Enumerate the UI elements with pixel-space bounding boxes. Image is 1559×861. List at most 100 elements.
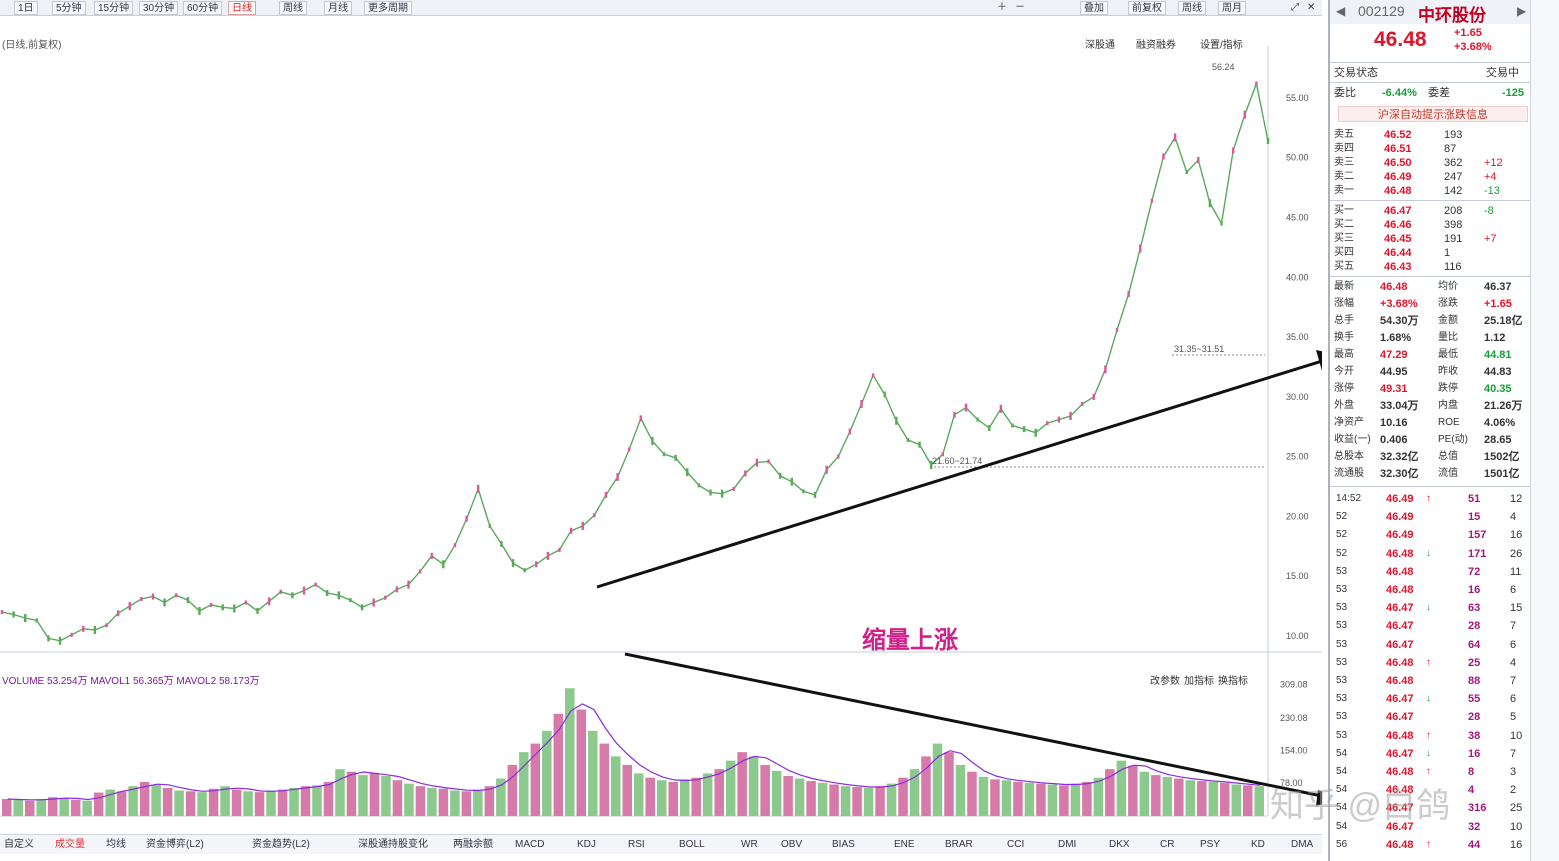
tick-count: 12 [1510, 493, 1523, 505]
stat-label: 净资产 [1334, 417, 1364, 428]
period-daily-button[interactable]: 日线 [228, 1, 256, 15]
bid-label: 买五 [1334, 261, 1354, 272]
stat-label: 流通股 [1334, 468, 1364, 479]
volume-bar [1116, 760, 1127, 816]
indicator-tab[interactable]: BRAR [945, 839, 973, 850]
price-candle [813, 491, 817, 498]
high-price-label: 56.24 [1212, 62, 1235, 72]
close-icon[interactable]: ✕ [1307, 2, 1316, 13]
indicator-tab[interactable]: CCI [1007, 839, 1025, 850]
indicator-tab[interactable]: KDJ [577, 839, 596, 850]
stat-value: 1.68% [1380, 332, 1412, 344]
alert-banner[interactable]: 沪深自动提示涨跌信息 [1338, 106, 1528, 122]
price-candle [372, 598, 375, 607]
link-settings[interactable]: 设置/指标 [1200, 40, 1243, 51]
link-margin[interactable]: 融资融券 [1136, 40, 1176, 51]
period-30min-button[interactable]: 30分钟 [139, 1, 179, 15]
indicator-tab[interactable]: BOLL [679, 839, 705, 850]
indicator-tabs: 自定义 成交量 均线 资金博弈(L2) 资金趋势(L2) 深股通持股变化 两融余额 MACD K… [0, 834, 1464, 854]
overlay-button[interactable]: 叠加 [1080, 1, 1108, 15]
volume-bar [105, 789, 115, 816]
volume-bar [553, 713, 564, 816]
prev-stock-icon[interactable]: ◀ [1336, 4, 1346, 18]
indicator-tab[interactable]: 成交量 [55, 839, 85, 850]
price-candle [535, 561, 538, 568]
period-1day-button[interactable]: 1日 [14, 1, 38, 15]
period-more-button[interactable]: 更多周期 [364, 1, 412, 15]
volume-tick-label: 78.00 [1280, 778, 1303, 788]
stat-value: 32.30亿 [1380, 468, 1419, 480]
indicator-tab[interactable]: ENE [894, 839, 915, 850]
indicator-tab[interactable]: MACD [515, 839, 545, 850]
indicator-tab[interactable]: DMI [1058, 839, 1077, 850]
stat-value: 0.406 [1380, 434, 1408, 446]
next-stock-icon[interactable]: ▶ [1517, 4, 1527, 18]
indicator-tab[interactable]: DMA [1291, 839, 1314, 850]
price-candle [1034, 428, 1037, 437]
indicator-tab[interactable]: PSY [1200, 839, 1221, 850]
zoom-in-button[interactable]: ＋ [997, 2, 1007, 13]
ask-volume: 87 [1444, 143, 1457, 155]
tick-volume: 72 [1468, 565, 1481, 578]
price-candle [1139, 244, 1142, 253]
week-button[interactable]: 周线 [1178, 1, 1206, 15]
indicator-tab[interactable]: 资金趋势(L2) [252, 839, 310, 850]
indicator-tab[interactable]: 资金博弈(L2) [146, 839, 204, 850]
bid-volume: 191 [1444, 233, 1463, 245]
indicator-tab[interactable]: CR [1160, 839, 1175, 850]
tick-time: 53 [1336, 693, 1348, 705]
price-candle [430, 552, 433, 559]
period-15min-button[interactable]: 15分钟 [94, 1, 134, 15]
price-candle [767, 459, 770, 464]
period-weekly-button[interactable]: 周线 [279, 1, 307, 15]
ask-label: 卖四 [1334, 143, 1354, 154]
kline-chart[interactable]: 55.00 50.00 45.00 40.00 35.00 30.00 25.00 20.00… [0, 16, 1322, 845]
volume-bar [863, 787, 874, 816]
price-candle [790, 477, 793, 486]
indicator-tab[interactable]: KD [1251, 839, 1265, 850]
indicator-tab[interactable]: BIAS [832, 839, 855, 850]
indicator-tab[interactable]: 自定义 [4, 839, 34, 850]
indicator-tab[interactable]: 均线 [106, 839, 126, 850]
indicator-tab[interactable]: RSI [628, 839, 645, 850]
month-button[interactable]: 周月 [1218, 1, 1246, 15]
indicator-tab[interactable]: 深股通持股变化 [358, 839, 428, 850]
period-monthly-button[interactable]: 月线 [324, 1, 352, 15]
price-candle [0, 610, 4, 615]
indicator-tab[interactable]: OBV [781, 839, 803, 850]
stat-label: 金额 [1438, 315, 1458, 326]
indicator-tab[interactable]: WR [741, 839, 758, 850]
tick-price: 46.48 [1386, 565, 1414, 578]
zoom-out-button[interactable]: － [1015, 2, 1025, 13]
price-candle [1104, 365, 1107, 374]
tick-time: 52 [1336, 529, 1348, 541]
arrow-head-volume [1316, 790, 1322, 806]
volume-bar [967, 771, 977, 816]
weicha-value: -125 [1502, 87, 1525, 99]
link-add-indicator[interactable]: 加指标 [1184, 676, 1214, 687]
price-candle [616, 472, 619, 481]
stat-label: 最高 [1334, 349, 1354, 360]
link-change-param[interactable]: 改参数 [1150, 676, 1180, 687]
ask-label: 卖二 [1334, 171, 1354, 182]
indicator-tab[interactable]: DKX [1109, 839, 1130, 850]
volume-bar [645, 777, 655, 816]
volume-bar [656, 780, 667, 816]
tick-volume: 25 [1468, 656, 1481, 669]
stat-value: 44.95 [1380, 366, 1408, 378]
volume-bar [415, 786, 426, 816]
indicator-tab[interactable]: 两融余额 [453, 839, 493, 850]
period-5min-button[interactable]: 5分钟 [52, 1, 86, 15]
volume-bar [70, 799, 81, 816]
fq-button[interactable]: 前复权 [1128, 1, 1166, 15]
link-switch-indicator[interactable]: 换指标 [1218, 676, 1248, 687]
period-60min-button[interactable]: 60分钟 [183, 1, 223, 15]
volume-bar [978, 776, 989, 816]
price-candle [639, 415, 643, 422]
link-shgt[interactable]: 深股通 [1085, 40, 1115, 51]
volume-bar [254, 792, 265, 816]
side-info-strip[interactable] [1530, 0, 1559, 861]
volume-bar [932, 743, 943, 816]
expand-icon[interactable]: ⤢ [1291, 2, 1299, 13]
price-candle [1231, 147, 1235, 154]
